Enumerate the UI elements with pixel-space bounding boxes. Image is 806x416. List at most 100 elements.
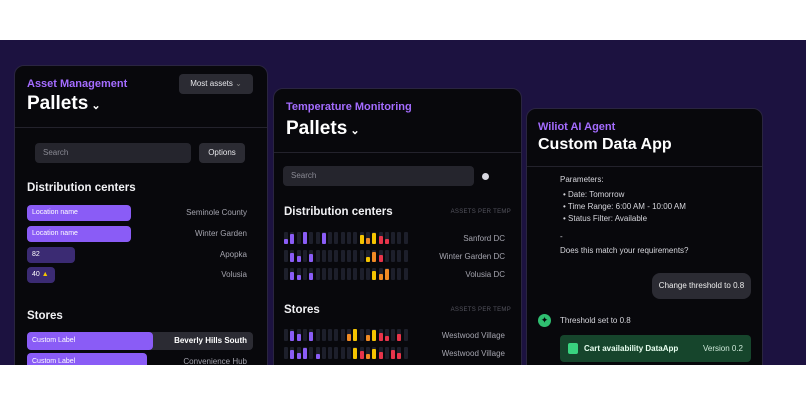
- heat-bar: [359, 235, 364, 244]
- heat-slot: [359, 268, 364, 280]
- heat-slot: [309, 347, 314, 359]
- heat-slot: [403, 232, 408, 244]
- heat-slot: [296, 268, 301, 280]
- section-heading: Distribution centers: [27, 182, 136, 194]
- location-pill[interactable]: 82: [27, 247, 75, 263]
- heat-bar: [372, 330, 377, 341]
- heat-slot: [328, 329, 333, 341]
- parameter-text: Time Range: 6:00 AM - 10:00 AM: [567, 202, 686, 211]
- heat-bar: [309, 332, 314, 341]
- app-name: Cart availability DataApp: [584, 344, 679, 353]
- placeholder: Search: [43, 148, 69, 157]
- heat-slot: [328, 232, 333, 244]
- store-name: Beverly Hills South: [174, 336, 247, 345]
- panel-title[interactable]: Pallets ⌄: [27, 93, 101, 114]
- heat-slot: [340, 347, 345, 359]
- heat-bar: [302, 348, 307, 359]
- heat-bar: [365, 238, 370, 244]
- app-icon: [568, 343, 578, 354]
- panel-section: Wiliot AI Agent: [538, 121, 616, 133]
- location-pill[interactable]: Location name: [27, 205, 131, 221]
- question: Does this match your requirements?: [560, 246, 689, 255]
- heat-slot: [296, 232, 301, 244]
- location-name: Apopka: [219, 250, 247, 259]
- button-text: Options: [208, 148, 236, 157]
- parameter-text: Status Filter: Available: [568, 214, 648, 223]
- heat-bar: [365, 257, 370, 262]
- location-name: Seminole County: [186, 208, 247, 217]
- location-pill[interactable]: 40 ▲: [27, 267, 55, 283]
- heat-bar: [353, 329, 358, 341]
- heat-bar: [290, 272, 295, 280]
- placeholder: Search: [291, 171, 317, 180]
- parameter-text: Date: Tomorrow: [568, 190, 625, 199]
- heat-slot: [302, 268, 307, 280]
- heat-slot: [359, 329, 364, 341]
- divider: [15, 127, 267, 128]
- heat-slot: [321, 268, 326, 280]
- store-pill[interactable]: Custom Label: [27, 353, 147, 365]
- store-name: Convenience Hub: [183, 357, 247, 365]
- app-version: Version 0.2: [702, 344, 743, 353]
- heat-bar: [378, 274, 383, 280]
- location-name: Volusia: [221, 270, 247, 279]
- site-name: Volusia DC: [465, 270, 505, 279]
- site-name: Winter Garden DC: [439, 252, 505, 261]
- heat-slot: [284, 268, 288, 280]
- heat-bar: [309, 254, 314, 262]
- heat-bar: [290, 234, 295, 244]
- data-app-card[interactable]: Cart availability DataApp Version 0.2: [560, 335, 751, 362]
- heat-slot: [397, 250, 402, 262]
- heat-bar: [321, 233, 326, 244]
- heat-slot: [302, 250, 307, 262]
- heat-slot: [315, 250, 320, 262]
- heat-slot: [334, 347, 339, 359]
- heat-slot: [384, 232, 389, 244]
- button-text: Most assets: [190, 79, 233, 88]
- panel-section: Asset Management: [27, 78, 128, 90]
- column-caption: ASSETS PER TEMP: [450, 307, 511, 313]
- heat-slot: [403, 347, 408, 359]
- heat-slot: [328, 268, 333, 280]
- heat-slot: [334, 268, 339, 280]
- section-heading: Stores: [284, 304, 320, 316]
- background: Asset Management Most assets ⌄ Pallets ⌄…: [0, 40, 806, 365]
- heat-bar: [372, 349, 377, 359]
- search-input[interactable]: Search: [283, 166, 474, 186]
- filter-icon[interactable]: [482, 173, 489, 180]
- options-button[interactable]: Options: [199, 143, 245, 163]
- heat-slot: [315, 268, 320, 280]
- heat-slot: [353, 232, 358, 244]
- heat-slot: [315, 347, 320, 359]
- heat-slot: [347, 268, 351, 280]
- column-caption: ASSETS PER TEMP: [450, 209, 511, 215]
- heat-slot: [365, 250, 370, 262]
- heat-slot: [384, 347, 389, 359]
- heat-slot: [397, 268, 402, 280]
- location-pill[interactable]: Location name: [27, 226, 131, 242]
- section-heading: Stores: [27, 310, 63, 322]
- parameter: • Date: Tomorrow: [563, 190, 625, 199]
- heat-slot: [334, 232, 339, 244]
- heat-slot: [321, 250, 326, 262]
- heat-slot: [347, 232, 351, 244]
- heat-bar: [372, 233, 377, 244]
- heat-bar: [296, 256, 301, 262]
- heat-bar: [378, 333, 383, 341]
- site-name: Sanford DC: [463, 234, 505, 243]
- sort-button[interactable]: Most assets ⌄: [179, 74, 253, 94]
- panel-title[interactable]: Pallets ⌄: [286, 118, 360, 139]
- heat-slot: [347, 250, 351, 262]
- status-message: Threshold set to 0.8: [560, 316, 631, 325]
- heat-bar: [290, 331, 295, 341]
- heat-slot: [328, 347, 333, 359]
- heat-bar: [290, 350, 295, 359]
- heat-slot: [334, 329, 339, 341]
- search-input[interactable]: Search: [35, 143, 191, 163]
- heat-slot: [391, 268, 396, 280]
- heat-bar: [397, 353, 402, 359]
- site-name: Westwood Village: [441, 331, 505, 340]
- parameters-heading: Parameters:: [560, 175, 604, 184]
